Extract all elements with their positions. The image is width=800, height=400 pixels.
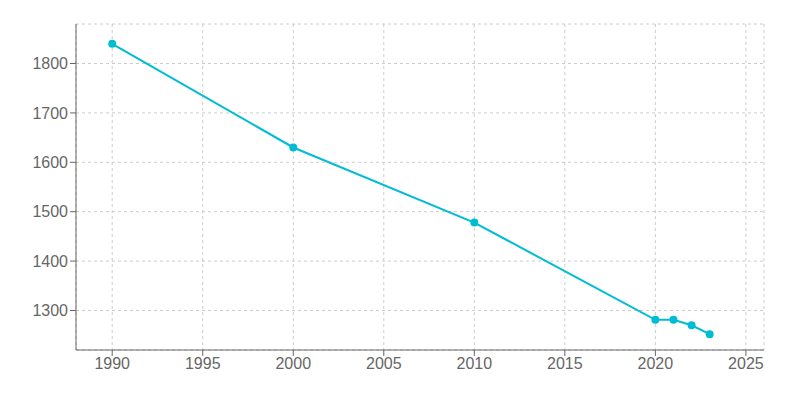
svg-text:2015: 2015: [547, 355, 583, 372]
svg-text:1400: 1400: [32, 253, 68, 270]
svg-text:1995: 1995: [185, 355, 221, 372]
svg-text:1600: 1600: [32, 154, 68, 171]
svg-text:1300: 1300: [32, 302, 68, 319]
svg-text:2010: 2010: [457, 355, 493, 372]
svg-text:1990: 1990: [94, 355, 130, 372]
svg-text:2020: 2020: [638, 355, 674, 372]
svg-text:1700: 1700: [32, 105, 68, 122]
svg-text:2000: 2000: [275, 355, 311, 372]
svg-text:2025: 2025: [728, 355, 764, 372]
svg-text:2005: 2005: [366, 355, 402, 372]
svg-text:1800: 1800: [32, 55, 68, 72]
svg-text:1500: 1500: [32, 203, 68, 220]
